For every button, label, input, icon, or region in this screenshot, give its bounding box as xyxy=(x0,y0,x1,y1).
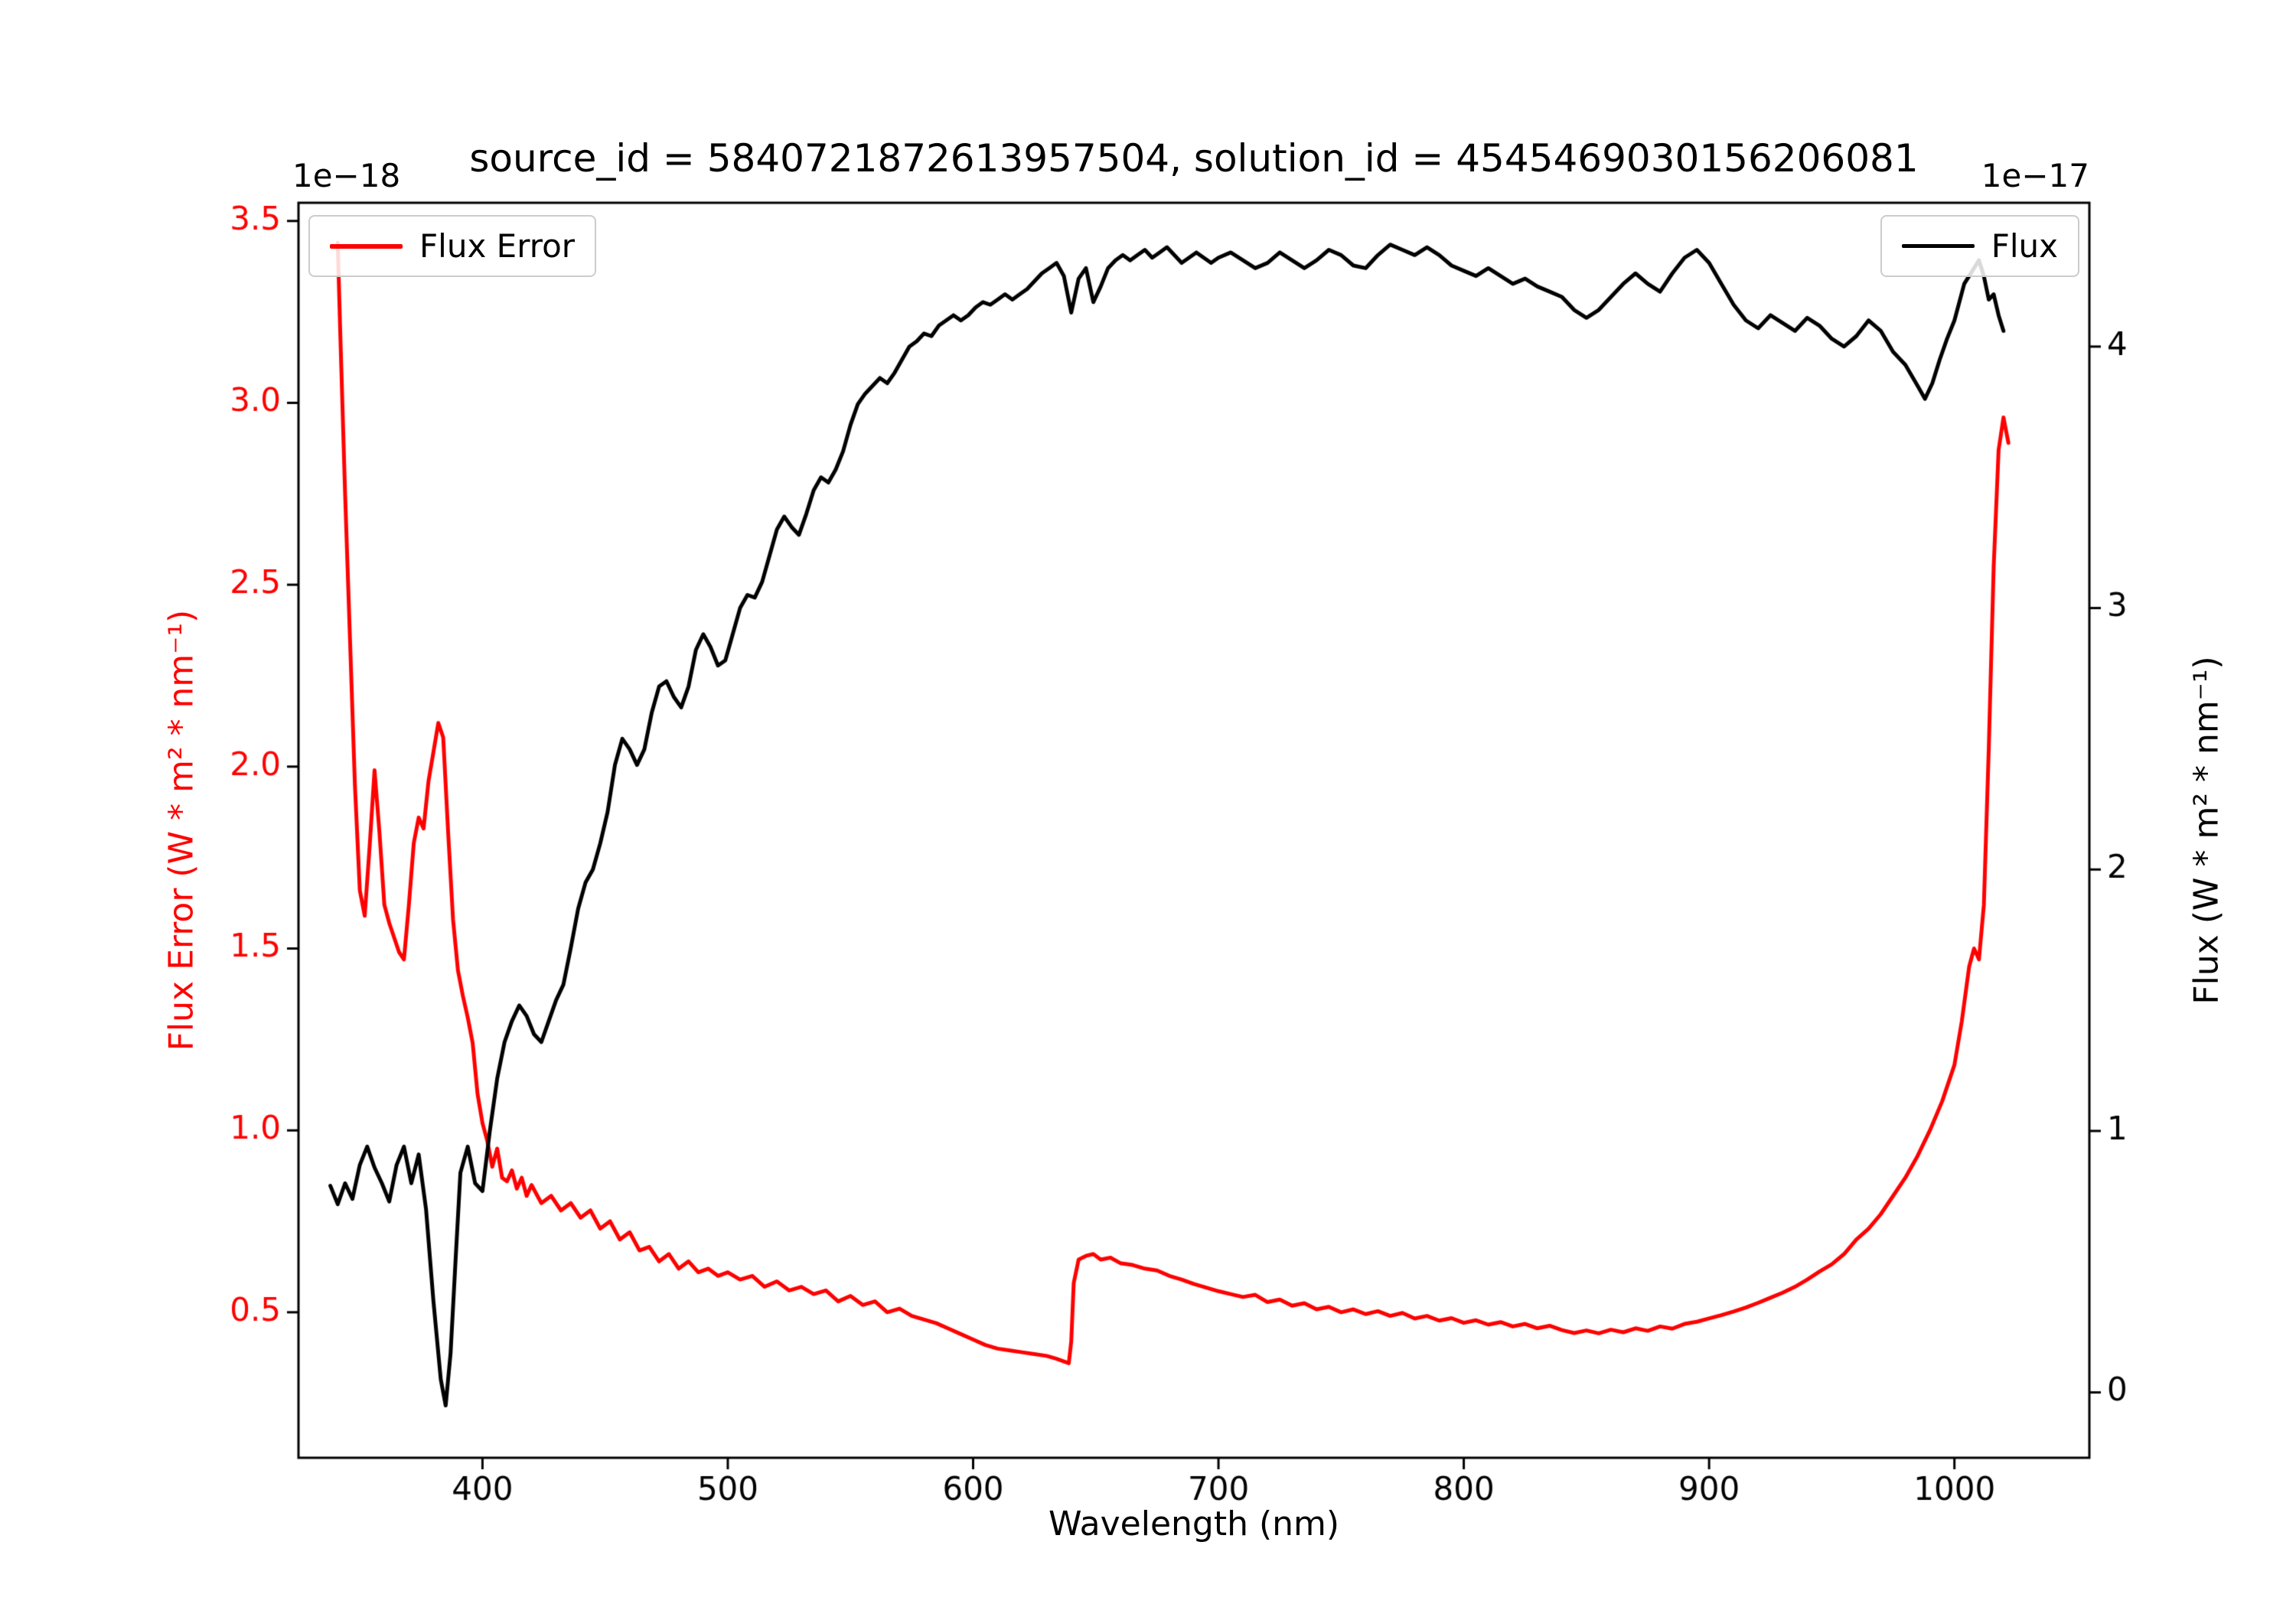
x-axis-label: Wavelength (nm) xyxy=(1048,1504,1340,1543)
flux-error-line-swatch xyxy=(330,243,403,249)
right-axis-offset-label: 1e−17 xyxy=(1981,157,2089,194)
legend-flux-error: Flux Error xyxy=(308,215,597,277)
left-axis-offset-label: 1e−18 xyxy=(292,157,401,194)
legend-flux-error-label: Flux Error xyxy=(419,227,576,265)
chart-title: source_id = 5840721872613957504, solutio… xyxy=(469,136,1919,181)
legend-flux-label: Flux xyxy=(1991,227,2058,265)
left-y-axis-label: Flux Error (W * m² * nm⁻¹) xyxy=(161,609,201,1051)
right-y-axis-label: Flux (W * m² * nm⁻¹) xyxy=(2187,656,2226,1005)
flux-line-swatch xyxy=(1901,244,1975,248)
legend-flux: Flux xyxy=(1880,215,2079,277)
